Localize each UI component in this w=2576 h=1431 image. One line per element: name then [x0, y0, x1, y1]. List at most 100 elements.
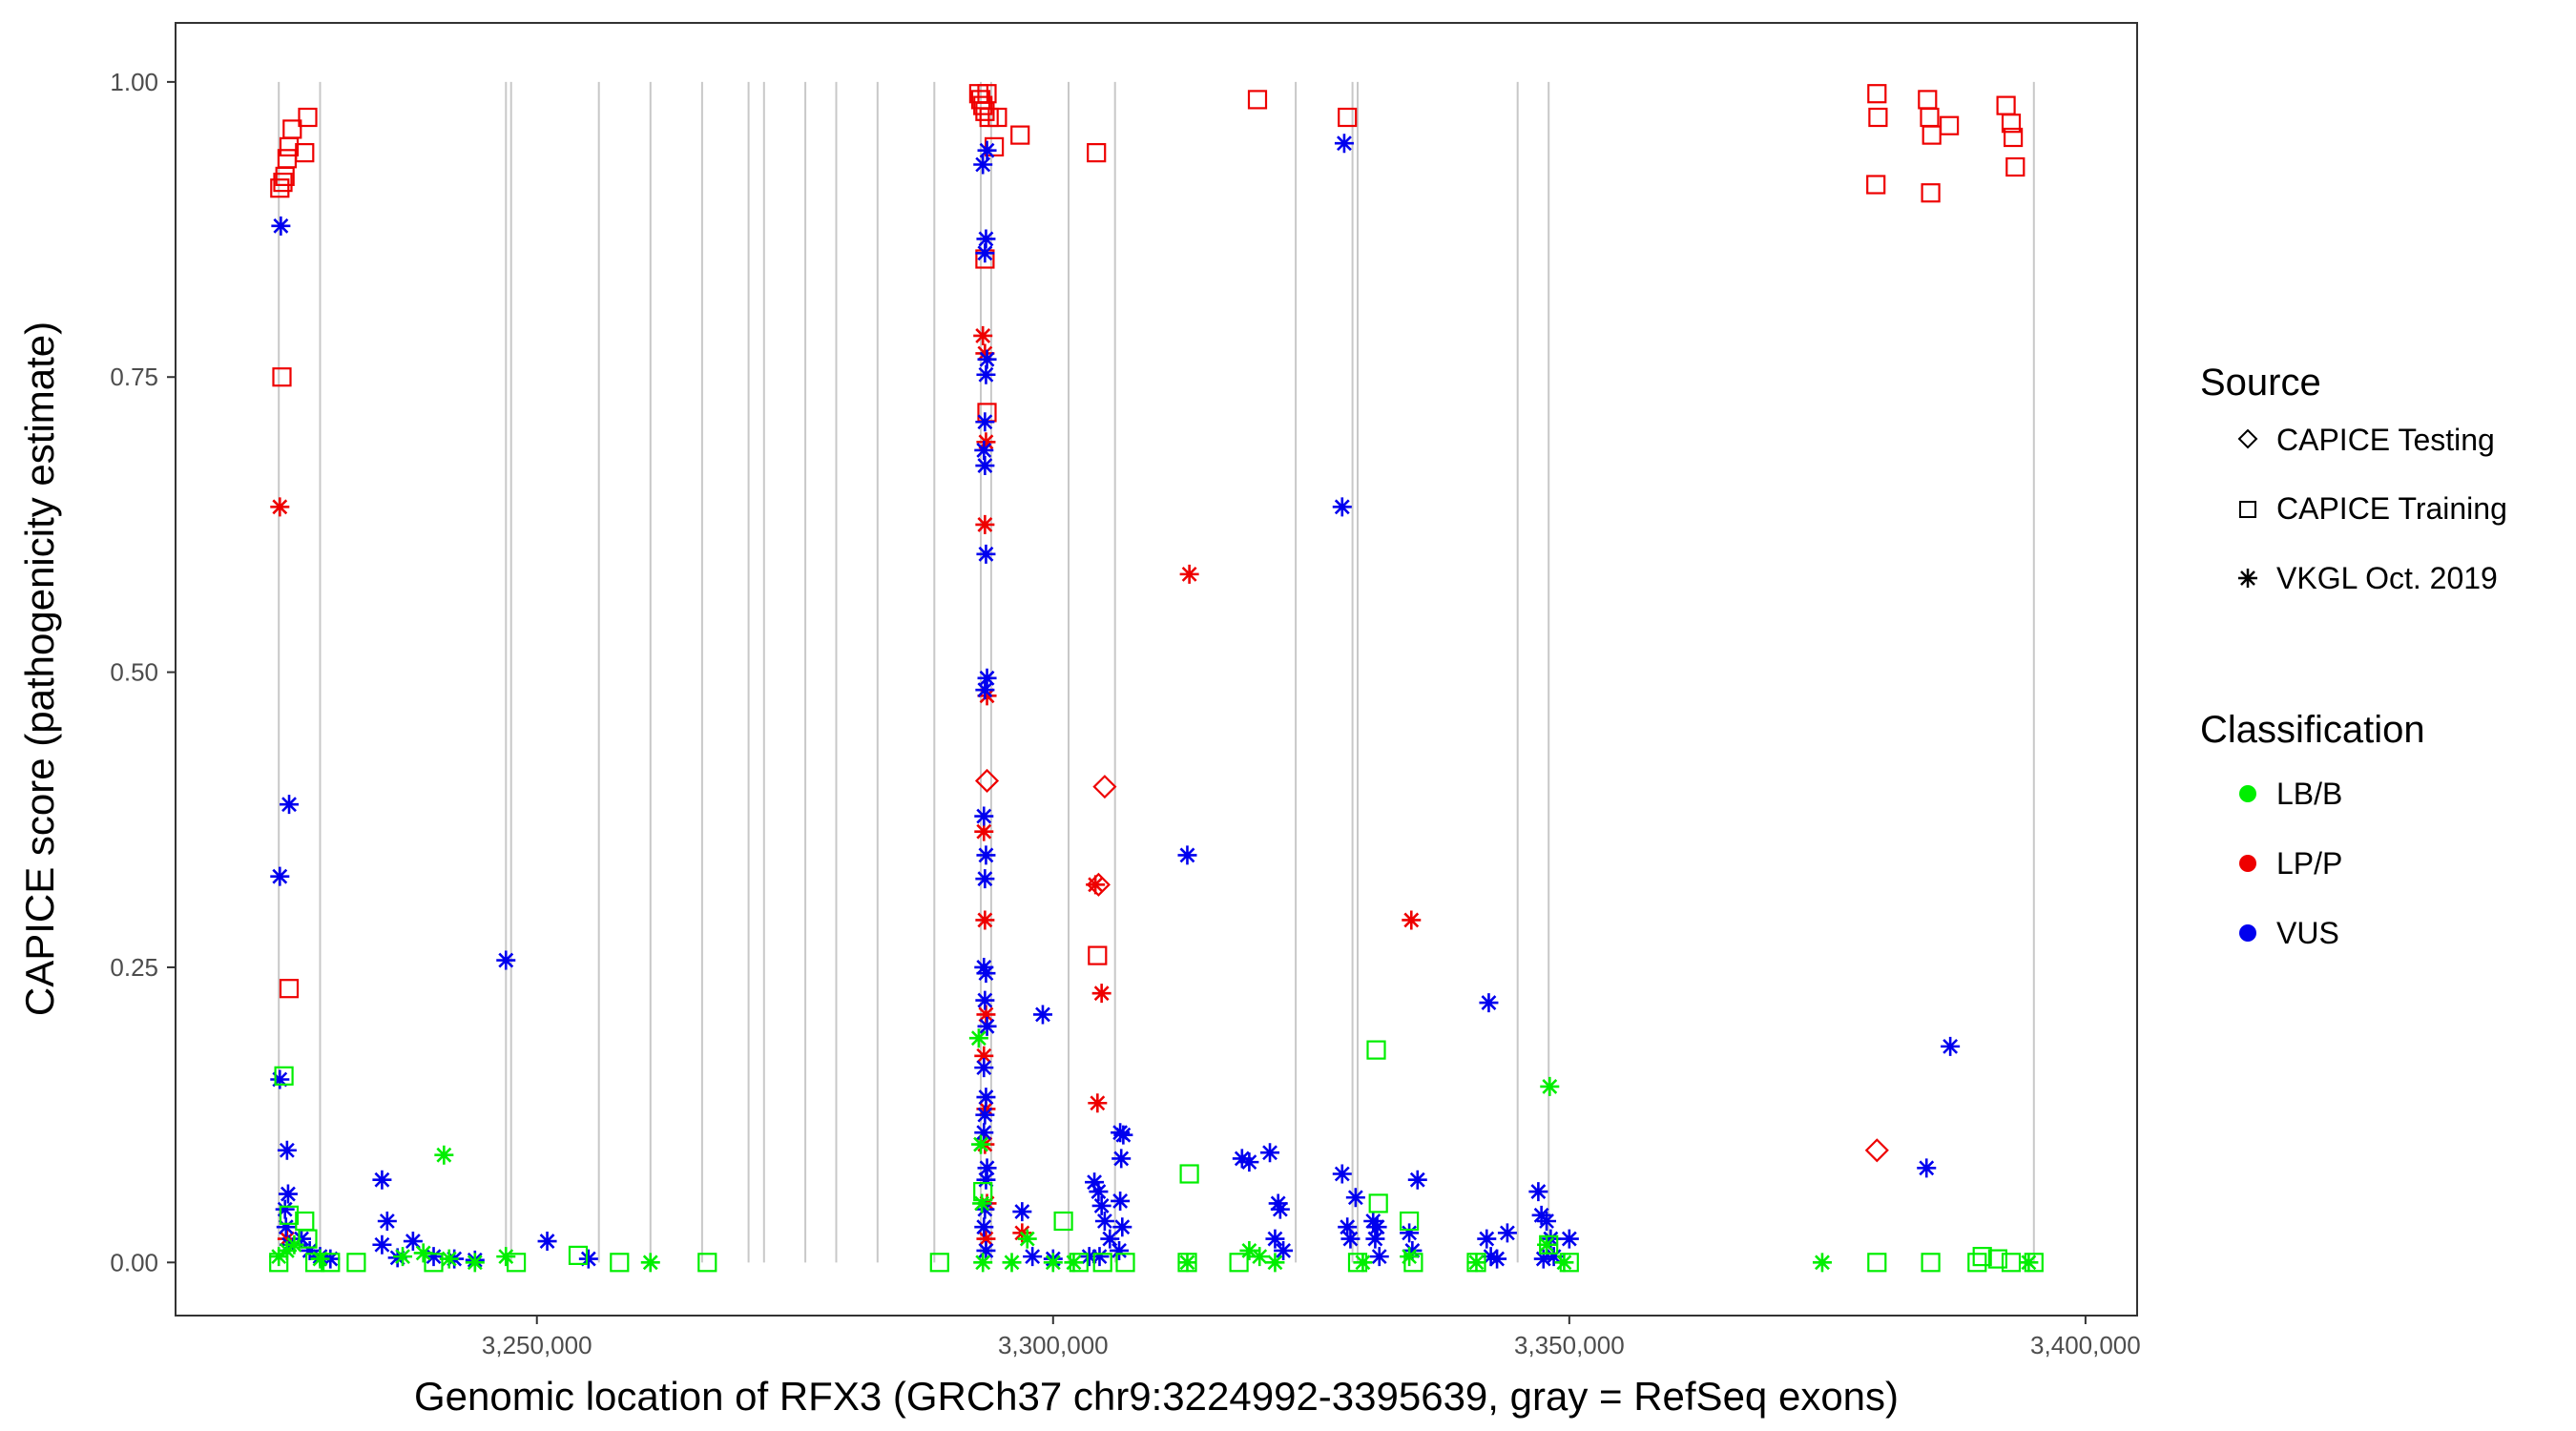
- x-axis-title: Genomic location of RFX3 (GRCh37 chr9:32…: [414, 1374, 1899, 1419]
- legend-square-icon: [2239, 501, 2256, 518]
- y-tick-label: 1.00: [110, 68, 158, 96]
- point-asterisk: [1541, 1229, 1561, 1249]
- point-asterisk: [270, 1069, 290, 1089]
- point-asterisk: [1177, 845, 1197, 865]
- point-asterisk: [1079, 1247, 1099, 1267]
- point-asterisk: [424, 1247, 444, 1267]
- point-asterisk: [278, 1184, 298, 1204]
- point-square: [1867, 84, 1887, 104]
- point-asterisk: [1477, 1229, 1497, 1249]
- point-asterisk: [1270, 1199, 1290, 1219]
- point-asterisk: [974, 1123, 994, 1143]
- point-asterisk: [1239, 1240, 1259, 1260]
- point-asterisk: [496, 1247, 516, 1267]
- point-asterisk: [1332, 1164, 1352, 1184]
- point-asterisk: [277, 1140, 297, 1160]
- point-square: [295, 143, 315, 163]
- point-asterisk: [975, 412, 995, 432]
- point-asterisk: [372, 1170, 392, 1190]
- point-asterisk: [1487, 1249, 1507, 1269]
- point-asterisk: [1090, 1247, 1110, 1267]
- point-square: [279, 979, 300, 999]
- point-asterisk: [974, 821, 994, 841]
- point-asterisk: [1250, 1247, 1270, 1267]
- point-asterisk: [276, 1217, 296, 1237]
- point-square: [1921, 183, 1941, 203]
- point-square: [1179, 1164, 1199, 1184]
- point-asterisk: [1466, 1253, 1486, 1273]
- x-tick-label: 3,350,000: [1514, 1331, 1625, 1359]
- point-asterisk: [1917, 1158, 1937, 1178]
- point-asterisk: [1540, 1076, 1560, 1096]
- point-diamond: [1092, 775, 1117, 799]
- point-asterisk: [1479, 993, 1499, 1013]
- point-square: [270, 178, 290, 198]
- point-asterisk: [1265, 1229, 1285, 1249]
- point-asterisk: [1260, 1143, 1280, 1163]
- point-square: [1368, 1193, 1388, 1213]
- point-asterisk: [1064, 1253, 1084, 1273]
- point-square: [279, 1205, 300, 1225]
- point-asterisk: [496, 950, 516, 970]
- point-asterisk: [1091, 984, 1111, 1004]
- point-asterisk: [976, 1170, 996, 1190]
- point-asterisk: [1554, 1253, 1574, 1273]
- point-asterisk: [976, 1088, 996, 1108]
- legend-dot-icon: [2239, 785, 2256, 802]
- legend-source-capice-testing: CAPICE Testing: [2237, 423, 2495, 457]
- point-asterisk: [977, 349, 997, 369]
- legend-label-lpp: LP/P: [2276, 846, 2342, 881]
- point-asterisk: [977, 1016, 997, 1036]
- data-points: [269, 84, 2044, 1273]
- point-square: [1868, 107, 1888, 128]
- point-diamond: [1086, 872, 1111, 897]
- point-asterisk: [275, 1199, 295, 1219]
- point-square: [987, 107, 1008, 128]
- point-asterisk: [1340, 1229, 1361, 1249]
- point-asterisk: [1179, 564, 1199, 584]
- point-asterisk: [1177, 1253, 1197, 1273]
- point-asterisk: [269, 1247, 289, 1267]
- point-asterisk: [2019, 1253, 2039, 1273]
- legend-diamond-icon: [2237, 428, 2258, 449]
- point-asterisk: [1345, 1188, 1365, 1208]
- point-asterisk: [977, 1158, 997, 1178]
- point-asterisk: [271, 216, 291, 236]
- point-square: [1972, 1246, 1992, 1267]
- point-asterisk: [1365, 1229, 1385, 1249]
- point-square: [298, 107, 318, 128]
- point-asterisk: [1232, 1149, 1252, 1169]
- point-square: [506, 1253, 527, 1273]
- point-asterisk: [1032, 1005, 1052, 1025]
- point-asterisk: [1023, 1247, 1043, 1267]
- point-asterisk: [270, 497, 290, 517]
- point-asterisk: [1274, 1240, 1294, 1260]
- x-tick-label: 3,400,000: [2030, 1331, 2141, 1359]
- point-asterisk: [321, 1249, 341, 1269]
- point-asterisk: [1400, 1247, 1420, 1267]
- point-square: [1867, 1253, 1887, 1273]
- point-asterisk: [1002, 1253, 1022, 1273]
- point-square: [1087, 143, 1107, 163]
- point-asterisk: [1043, 1253, 1063, 1273]
- point-asterisk: [1537, 1212, 1557, 1231]
- legend-label-capice-testing: CAPICE Testing: [2276, 423, 2495, 457]
- point-asterisk: [1086, 875, 1106, 895]
- point-square: [2004, 127, 2024, 148]
- x-axis: 3,250,000 3,300,000 3,350,000 3,400,000: [482, 1316, 2141, 1359]
- point-square: [2001, 114, 2022, 134]
- point-asterisk: [976, 544, 996, 564]
- point-asterisk: [977, 140, 997, 160]
- legend-label-vus: VUS: [2276, 916, 2339, 950]
- point-asterisk: [377, 1212, 397, 1231]
- point-square: [1967, 1253, 1987, 1273]
- point-square: [282, 119, 302, 139]
- point-asterisk: [578, 1249, 598, 1269]
- point-asterisk: [284, 1234, 304, 1255]
- legend-source-capice-training: CAPICE Training: [2239, 491, 2507, 526]
- point-asterisk: [1112, 1217, 1132, 1237]
- point-square: [1053, 1211, 1073, 1232]
- point-asterisk: [976, 964, 996, 984]
- point-square: [346, 1253, 366, 1273]
- point-asterisk: [1481, 1247, 1501, 1267]
